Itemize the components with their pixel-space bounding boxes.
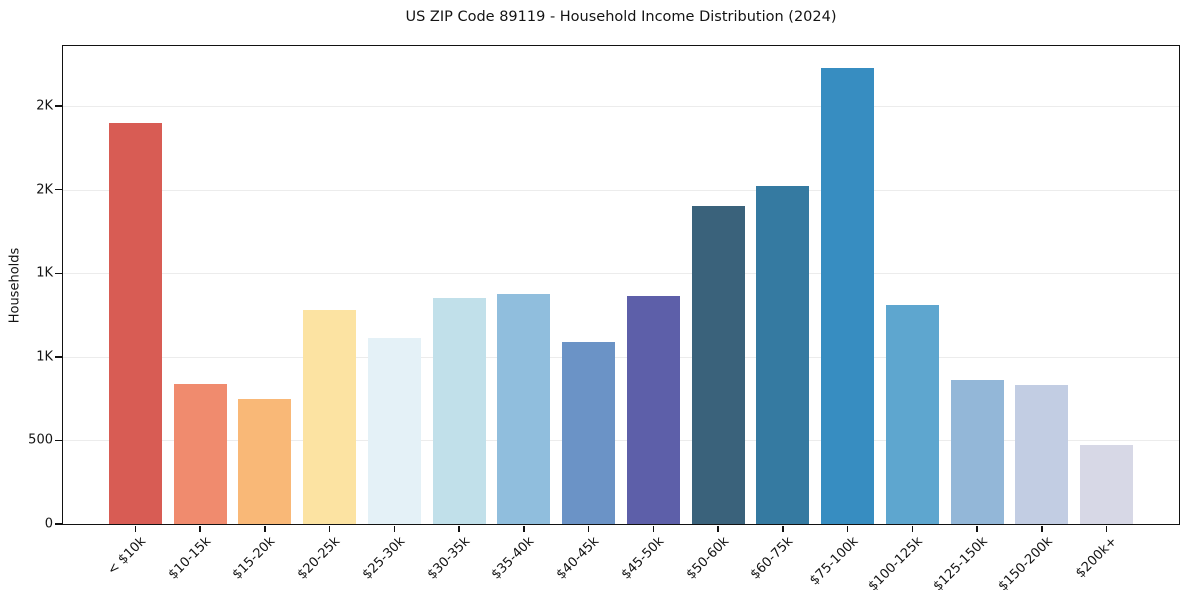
gridline bbox=[63, 189, 1179, 191]
bar-slot bbox=[233, 46, 298, 524]
x-tick-label: $200k+ bbox=[1073, 534, 1121, 582]
y-tick-label: 500 bbox=[28, 432, 53, 448]
y-tick-label: 1K bbox=[36, 349, 53, 365]
x-tick-mark bbox=[587, 525, 590, 532]
x-tick-mark bbox=[976, 525, 978, 532]
y-tick-mark bbox=[55, 439, 62, 442]
plot-area: 0 500 1K 1K 2K 2K < $10k $10-15k $15-20k $20-25k… bbox=[28, 45, 1180, 590]
x-tick-label: $100-125k bbox=[865, 534, 926, 590]
x-tick-mark bbox=[1041, 525, 1043, 532]
bar bbox=[1015, 385, 1069, 524]
bar-slot bbox=[362, 46, 427, 524]
x-tick-mark bbox=[1105, 525, 1108, 532]
x-tick-label: < $10k bbox=[104, 534, 149, 579]
y-tick-mark bbox=[55, 105, 62, 107]
bar bbox=[756, 185, 810, 524]
bar-slot bbox=[686, 46, 751, 524]
y-tick-mark bbox=[55, 356, 62, 358]
chart-title: US ZIP Code 89119 - Household Income Dis… bbox=[405, 9, 837, 25]
x-tick-mark bbox=[782, 525, 784, 532]
x-tick-label: $150-200k bbox=[995, 534, 1056, 590]
x-tick-mark bbox=[393, 525, 396, 532]
y-tick-label: 2K bbox=[36, 98, 53, 114]
bar bbox=[367, 337, 421, 524]
x-tick-mark bbox=[328, 525, 331, 532]
bar-slot bbox=[880, 46, 945, 524]
y-tick-label: 1K bbox=[36, 265, 53, 281]
bar bbox=[303, 310, 357, 524]
gridline bbox=[63, 106, 1179, 108]
x-tick-label: $15-20k bbox=[229, 534, 279, 583]
bar-slot bbox=[815, 46, 880, 524]
bar bbox=[173, 383, 227, 524]
bar-slot bbox=[1074, 46, 1139, 524]
bar-slot bbox=[492, 46, 557, 524]
x-tick-label: $75-100k bbox=[806, 534, 862, 589]
x-tick-mark bbox=[523, 525, 525, 532]
x-tick-label: $60-75k bbox=[747, 534, 797, 583]
x-tick-label: $35-40k bbox=[488, 534, 538, 583]
x-tick-mark bbox=[264, 525, 266, 532]
bar bbox=[108, 122, 162, 524]
x-tick-mark bbox=[458, 525, 460, 532]
bar bbox=[432, 298, 486, 524]
bar bbox=[691, 206, 745, 524]
y-axis-title: Households bbox=[4, 45, 26, 525]
gridline bbox=[63, 273, 1179, 275]
x-tick-label: $10-15k bbox=[165, 534, 214, 583]
bar bbox=[238, 398, 292, 524]
bar-slot bbox=[556, 46, 621, 524]
y-axis-title-text: Households bbox=[7, 247, 23, 323]
x-tick-mark bbox=[911, 525, 914, 532]
bar bbox=[626, 295, 680, 524]
x-tick-mark bbox=[199, 525, 201, 532]
x-tick-label: $45-50k bbox=[618, 534, 667, 583]
x-tick-label: $20-25k bbox=[294, 534, 344, 583]
x-tick-label: $30-35k bbox=[424, 534, 473, 583]
bar-slot bbox=[945, 46, 1010, 524]
y-tick-label: 0 bbox=[44, 516, 53, 532]
bar-slot bbox=[297, 46, 362, 524]
x-tick-label: $50-60k bbox=[683, 534, 732, 583]
y-tick-mark bbox=[55, 188, 62, 191]
bar bbox=[562, 341, 616, 524]
x-tick-mark bbox=[846, 525, 849, 532]
bar bbox=[821, 67, 875, 524]
bar bbox=[950, 380, 1004, 524]
bar-slot bbox=[751, 46, 816, 524]
bar-slot bbox=[427, 46, 492, 524]
x-tick-mark bbox=[134, 525, 137, 532]
bar-slot bbox=[1010, 46, 1075, 524]
x-tick-mark bbox=[652, 525, 655, 532]
bar-slot bbox=[168, 46, 233, 524]
x-tick-label: $25-30k bbox=[359, 534, 408, 583]
x-tick-mark bbox=[717, 525, 719, 532]
bar bbox=[885, 305, 939, 524]
bars-layer bbox=[63, 46, 1179, 524]
y-tick-mark bbox=[55, 272, 62, 275]
x-tick-label: $40-45k bbox=[553, 534, 603, 583]
y-tick-label: 2K bbox=[36, 182, 53, 198]
y-tick-mark bbox=[55, 523, 62, 525]
gridline bbox=[63, 440, 1179, 442]
bar-slot bbox=[103, 46, 168, 524]
gridline bbox=[63, 356, 1179, 358]
bar-slot bbox=[621, 46, 686, 524]
x-tick-label: $125-150k bbox=[930, 534, 991, 590]
bar bbox=[497, 294, 551, 524]
bar bbox=[1080, 445, 1134, 524]
